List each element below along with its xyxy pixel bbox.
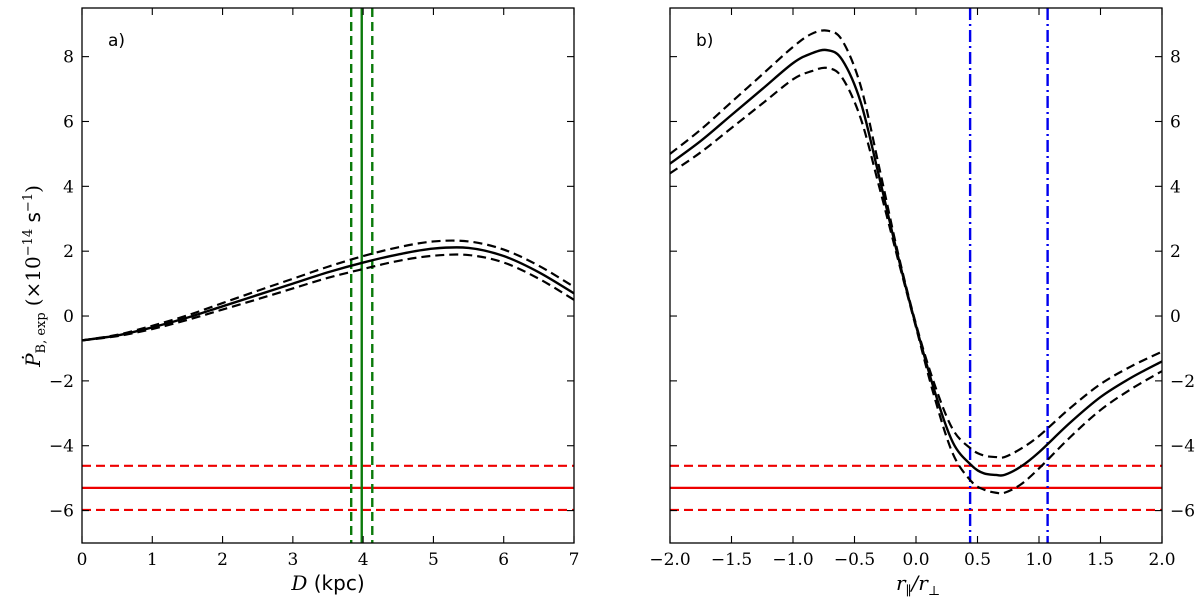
panel-b-ytick-label-3: 0 (1170, 307, 1181, 327)
panel-b-ytick-label-7: 8 (1170, 48, 1181, 68)
ylabel-units: (×10 (21, 256, 45, 306)
panel-b-label: b) (696, 31, 713, 51)
panel-b-ticks: −2.0 −1.5 −1.0 −0.5 0.0 0.5 1.0 1.5 2.0 −6 −4 −2 0 2 4… (649, 8, 1195, 570)
panel-a-xtick-label-3: 3 (287, 550, 298, 570)
xlabel-b-numerator-sub: ∥ (906, 584, 912, 599)
panel-b-frame (669, 7, 1163, 544)
panel-b-ytick-label-4: 2 (1170, 242, 1181, 262)
panel-a-ytick-label-0: −6 (49, 502, 74, 522)
panel-a: 0 1 2 3 4 5 6 7 −6 −4 −2 0 2 4 6 8 a) D (kpc) ṖB, exp (×… (21, 7, 579, 595)
ylabel-subscript: B, exp (34, 312, 49, 353)
panel-b-xlabel: r∥/r⊥ (896, 571, 940, 599)
panel-b-xtick-label-7: 1.5 (1087, 550, 1114, 570)
panel-a-ytick-label-1: −4 (49, 437, 74, 457)
panel-b-xtick-label-2: −1.0 (772, 550, 813, 570)
panel-b-ytick-label-5: 4 (1170, 177, 1181, 197)
panel-a-ytick-label-3: 0 (63, 307, 74, 327)
panel-a-xtick-label-1: 1 (147, 550, 158, 570)
panel-b-xtick-label-0: −2.0 (649, 550, 690, 570)
panel-a-series-2 (82, 253, 574, 342)
ylabel-symbol: Ṗ (21, 353, 45, 368)
xlabel-a-variable: D (290, 571, 307, 595)
panel-a-xtick-label-4: 4 (358, 550, 369, 570)
panel-b: −2.0 −1.5 −1.0 −0.5 0.0 0.5 1.0 1.5 2.0 −6 −4 −2 0 2 4… (649, 7, 1195, 599)
panel-a-plot-area (82, 8, 574, 543)
ylabel-exponent-2: −1 (21, 193, 36, 212)
panel-a-xtick-label-0: 0 (77, 550, 88, 570)
ylabel-close: ) (21, 185, 45, 193)
y-axis-label: ṖB, exp (×10−14 s−1) (21, 185, 49, 368)
panel-b-ytick-label-1: −4 (1170, 437, 1195, 457)
panel-b-xtick-label-1: −1.5 (711, 550, 752, 570)
panel-b-ytick-label-0: −6 (1170, 502, 1195, 522)
ylabel-units-s: s (21, 212, 45, 229)
panel-b-series-0 (670, 48, 1162, 477)
panel-b-plot-area (670, 8, 1162, 543)
panel-a-xlabel: D (kpc) (290, 571, 364, 595)
panel-b-ytick-label-6: 6 (1170, 112, 1181, 132)
ylabel-exponent: −14 (21, 229, 36, 256)
panel-b-series-2 (670, 66, 1162, 495)
panel-a-series-1 (82, 239, 574, 342)
panel-b-xtick-label-6: 1.0 (1025, 550, 1052, 570)
panel-b-ytick-label-2: −2 (1170, 372, 1195, 392)
panel-b-series-1 (670, 29, 1162, 459)
panel-a-xtick-label-6: 6 (498, 550, 509, 570)
panel-b-xtick-label-5: 0.5 (964, 550, 991, 570)
panel-a-ytick-label-6: 6 (63, 112, 74, 132)
panel-b-xtick-label-3: −0.5 (834, 550, 875, 570)
panel-a-ytick-label-2: −2 (49, 372, 74, 392)
panel-a-xtick-label-5: 5 (428, 550, 439, 570)
xlabel-b-denominator-sub: ⊥ (928, 584, 940, 599)
panel-a-label: a) (108, 31, 125, 51)
panel-b-xtick-label-8: 2.0 (1148, 550, 1175, 570)
panel-a-ytick-label-5: 4 (63, 177, 74, 197)
panel-a-ticks: 0 1 2 3 4 5 6 7 −6 −4 −2 0 2 4 6 8 (49, 8, 579, 570)
xlabel-a-unit: (kpc) (307, 571, 364, 595)
panel-a-frame (81, 7, 575, 544)
panel-b-xtick-label-4: 0.0 (902, 550, 929, 570)
panel-a-ytick-label-4: 2 (63, 242, 74, 262)
panel-a-series-0 (82, 246, 574, 342)
panel-a-ytick-label-7: 8 (63, 48, 74, 68)
panel-a-xtick-label-7: 7 (569, 550, 580, 570)
xlabel-b-numerator: r (896, 571, 907, 595)
xlabel-b-slash: /r (910, 571, 930, 595)
panel-a-xtick-label-2: 2 (217, 550, 228, 570)
